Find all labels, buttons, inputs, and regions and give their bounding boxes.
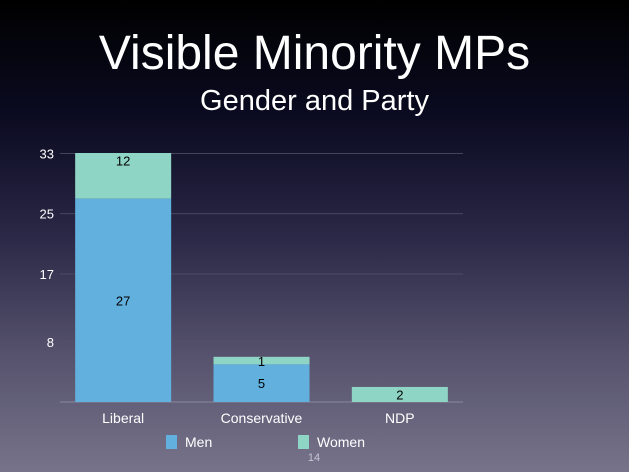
bar-women-conservative xyxy=(213,356,310,365)
bar-women-ndp xyxy=(351,386,448,402)
y-tick-label: 33 xyxy=(40,147,54,162)
y-tick-label: 17 xyxy=(40,267,54,282)
bar-men-liberal xyxy=(75,198,172,402)
x-tick-label: Conservative xyxy=(221,410,303,426)
bar-men-conservative xyxy=(213,364,310,402)
bar-women-liberal xyxy=(75,153,172,199)
legend-swatch-men xyxy=(166,435,177,449)
data-label: 1 xyxy=(258,354,265,369)
data-label: 12 xyxy=(116,154,130,169)
data-label: 27 xyxy=(116,293,130,308)
slide-subtitle: Gender and Party xyxy=(200,85,429,117)
x-tick-label: Liberal xyxy=(102,410,144,426)
legend-label-women: Women xyxy=(317,434,365,450)
y-tick-label: 8 xyxy=(47,335,54,350)
legend-label-men: Men xyxy=(185,434,212,450)
data-label: 5 xyxy=(258,376,265,391)
y-tick-label: 25 xyxy=(40,207,54,222)
slide-title: Visible Minority MPs xyxy=(98,27,531,80)
legend-swatch-women xyxy=(298,435,309,449)
page-number: 14 xyxy=(308,452,320,464)
x-tick-label: NDP xyxy=(385,410,415,426)
data-label: 2 xyxy=(396,387,403,402)
